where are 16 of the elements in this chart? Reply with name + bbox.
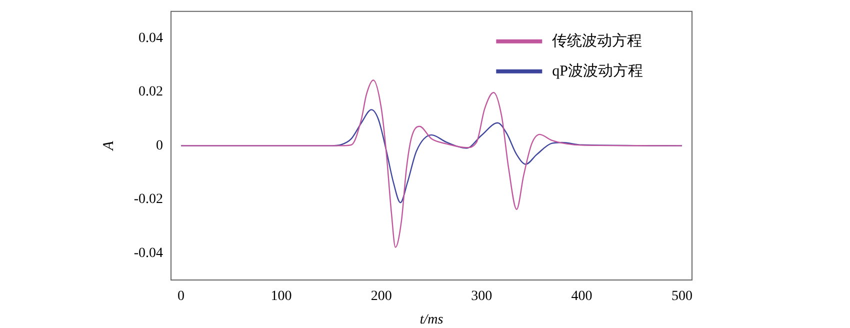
y-tick-label: 0.02 xyxy=(138,84,163,100)
legend-label: qP波波动方程 xyxy=(552,62,643,80)
x-tick-label: 200 xyxy=(370,289,392,304)
y-tick-label: -0.02 xyxy=(134,192,163,208)
y-tick-label: 0.04 xyxy=(138,30,163,46)
legend-label: 传统波动方程 xyxy=(552,32,642,50)
x-tick-label: 100 xyxy=(270,289,292,304)
line-series xyxy=(180,80,683,248)
x-tick-label: 500 xyxy=(671,289,692,304)
x-axis-title: t/ms xyxy=(420,312,444,328)
y-tick-label: 0 xyxy=(156,138,163,154)
x-tick-label: 300 xyxy=(471,289,492,304)
x-tick-label: 0 xyxy=(178,289,185,304)
y-tick-label: -0.04 xyxy=(134,246,163,261)
x-tick-label: 400 xyxy=(571,289,592,304)
y-axis-title: A xyxy=(100,140,117,152)
